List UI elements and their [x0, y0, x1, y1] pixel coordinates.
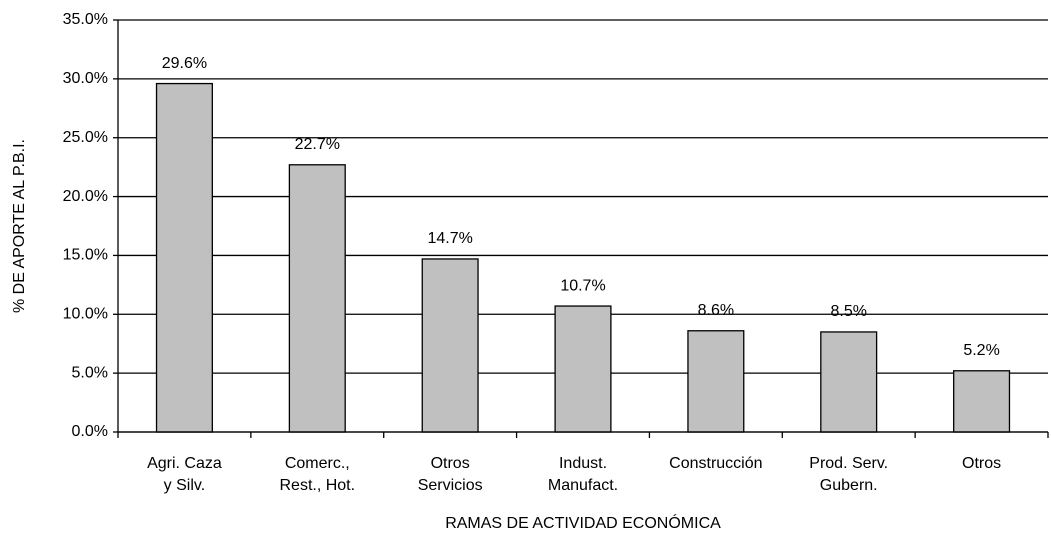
x-tick-label-line: Agri. Caza [147, 455, 222, 472]
x-tick-label-line: Comerc., [285, 455, 350, 472]
bar [687, 330, 745, 433]
bar [953, 370, 1011, 433]
x-tick-label-line: Otros [431, 455, 470, 472]
x-tick-label: Comerc., Rest., Hot. [279, 455, 355, 494]
x-tick-label: Otros [962, 455, 1001, 472]
x-tick-label-line: Prod. Serv. [809, 455, 888, 472]
data-label: 22.7% [295, 136, 340, 153]
y-axis-title: % DE APORTE AL P.B.I. [11, 139, 28, 313]
bar [554, 305, 612, 433]
x-tick-label-line: Rest., Hot. [279, 477, 355, 494]
y-tick-label: 15.0% [63, 247, 108, 264]
x-axis-title: RAMAS DE ACTIVIDAD ECONÓMICA [445, 513, 721, 532]
x-tick-label-line: Servicios [418, 477, 483, 494]
x-tick-label: Construcción [669, 455, 762, 472]
y-tick-label: 30.0% [63, 70, 108, 87]
x-tick-label: Indust. Manufact. [548, 455, 618, 494]
x-tick-label-line: Construcción [669, 455, 762, 472]
bar [421, 258, 479, 433]
y-tick-label: 35.0% [63, 11, 108, 28]
data-label: 10.7% [560, 277, 605, 294]
data-label: 5.2% [963, 342, 999, 359]
y-tick-label: 20.0% [63, 188, 108, 205]
x-tick-label-line: y Silv. [164, 477, 205, 494]
x-tick-label-line: Gubern. [820, 477, 878, 494]
y-tick-label: 25.0% [63, 129, 108, 146]
y-tick-label: 10.0% [63, 306, 108, 323]
y-tick-label: 0.0% [72, 423, 108, 440]
x-tick-label: Prod. Serv. Gubern. [809, 455, 888, 494]
x-tick-label: Agri. Caza y Silv. [147, 455, 222, 494]
data-label: 29.6% [162, 55, 207, 72]
data-label: 14.7% [427, 230, 472, 247]
bar [820, 331, 878, 433]
x-tick-label-line: Indust. [559, 455, 607, 472]
x-tick-label-line: Otros [962, 455, 1001, 472]
data-label: 8.6% [698, 302, 734, 319]
bar [155, 82, 213, 433]
data-label: 8.5% [830, 303, 866, 320]
x-tick-label: Otros Servicios [418, 455, 483, 494]
y-tick-label: 5.0% [72, 364, 108, 381]
x-tick-label-line: Manufact. [548, 477, 618, 494]
bar [288, 164, 346, 433]
